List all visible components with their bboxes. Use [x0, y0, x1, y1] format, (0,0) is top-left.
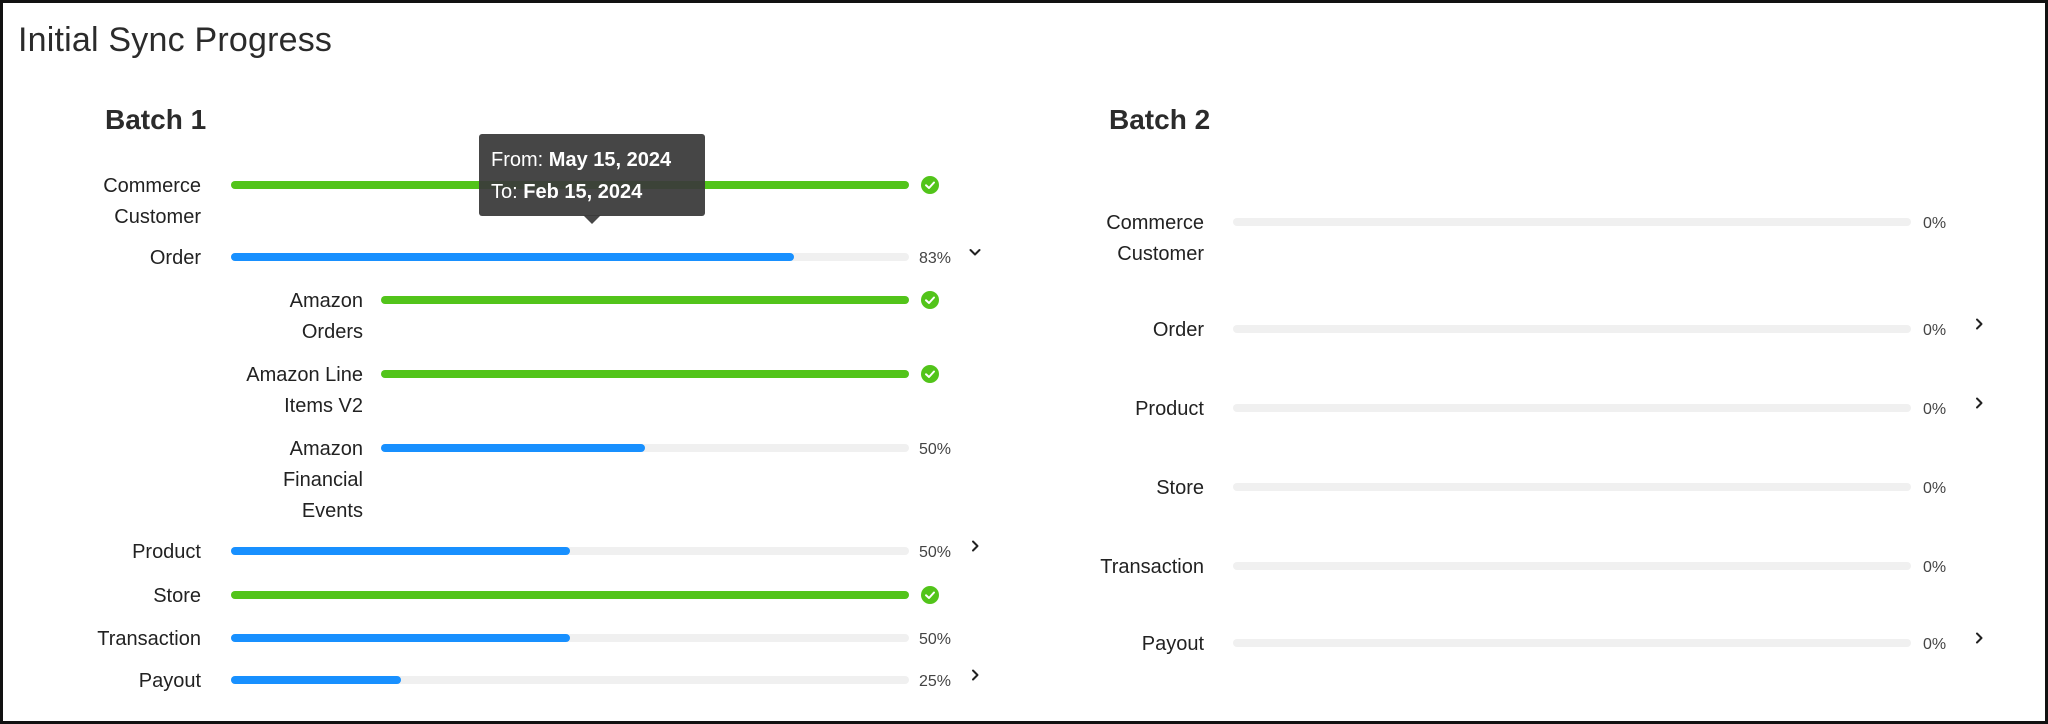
batch2-row-label-line: Payout — [1141, 633, 1204, 655]
tooltip-arrow — [583, 215, 601, 224]
batch1-row-label-line: Financial — [282, 469, 363, 491]
batch1-row-label: Amazon Financial Events — [163, 434, 363, 527]
batch2-progress-percent: 0% — [1923, 559, 1947, 576]
tooltip-to-line: To: Feb 15, 2024 — [491, 176, 693, 208]
batch1-progress-fill — [231, 253, 794, 261]
batch2-progress-percent: 0% — [1923, 636, 1947, 653]
complete-check-icon — [921, 365, 939, 383]
batch1-progress-percent: 50% — [919, 631, 952, 648]
batch2-progress-track — [1233, 639, 1911, 647]
batch1-progress-fill — [231, 634, 570, 642]
batch1-progress-percent: 25% — [919, 673, 952, 690]
batch1-progress-fill — [381, 370, 909, 378]
batch1-progress-fill — [381, 296, 909, 304]
complete-check-icon — [921, 176, 939, 194]
chevron-right-icon[interactable] — [1971, 316, 1987, 332]
batch2-progress-track — [1233, 404, 1911, 412]
batch1-progress-fill — [231, 591, 909, 599]
chevron-right-icon[interactable] — [967, 538, 983, 554]
batch1-progress-fill — [381, 444, 645, 452]
batch1-progress-track — [231, 253, 909, 261]
batch1-progress-track — [231, 591, 909, 599]
batch1-row-label-line: Items V2 — [284, 395, 363, 417]
complete-check-icon — [921, 586, 939, 604]
batch2-row-label-line: Product — [1135, 398, 1204, 420]
batch2-progress-track — [1233, 483, 1911, 491]
batch1-row-label-line: Orders — [301, 321, 363, 343]
batch2-progress-percent: 0% — [1923, 322, 1947, 339]
batch1-row-label: Transaction — [1, 624, 201, 655]
chevron-right-icon[interactable] — [967, 667, 983, 683]
batch1-row-label-line: Amazon — [289, 438, 363, 460]
batch2-row-label: Order — [1004, 315, 1204, 346]
batch2-progress-percent: 0% — [1923, 401, 1947, 418]
batch1-row-label: Amazon Orders — [163, 286, 363, 348]
batch1-progress-track — [381, 296, 909, 304]
batch2-progress-track — [1233, 325, 1911, 333]
batch1-row-label: Commerce Customer — [1, 171, 201, 233]
batch1-progress-track — [231, 547, 909, 555]
batch1-progress-fill — [231, 547, 570, 555]
batch1-progress-percent: 83% — [919, 250, 952, 267]
batch2-progress-percent: 0% — [1923, 215, 1947, 232]
batch1-progress-track — [231, 634, 909, 642]
batch1-row-label-line: Amazon Line — [246, 364, 363, 386]
tooltip-to-value: Feb 15, 2024 — [523, 181, 643, 203]
tooltip-from-label: From: — [491, 149, 544, 171]
batch1-progress-track — [381, 370, 909, 378]
batch2-row-label-line: Transaction — [1100, 556, 1204, 578]
batch2-progress-track — [1233, 218, 1911, 226]
batch1-row-label-line: Payout — [138, 670, 201, 692]
batch1-row-label: Store — [1, 581, 201, 612]
batch1-row-label: Amazon Line Items V2 — [163, 360, 363, 422]
batch1-progress-track — [381, 444, 909, 452]
batch2-row-label: Transaction — [1004, 552, 1204, 583]
batch1-row-label: Order — [1, 243, 201, 274]
batch2-row-label-line: Customer — [1117, 243, 1204, 265]
batch1-row-label-line: Product — [132, 541, 201, 563]
tooltip-from-line: From: May 15, 2024 — [491, 144, 693, 176]
batch2-row-label-line: Commerce — [1106, 212, 1204, 234]
batch1-progress-track — [231, 676, 909, 684]
batch2-row-label: Product — [1004, 394, 1204, 425]
chevron-right-icon[interactable] — [1971, 630, 1987, 646]
batch2-row-label-line: Order — [1152, 319, 1204, 341]
batch2-row-label: Commerce Customer — [1004, 208, 1204, 270]
batch1-progress-percent: 50% — [919, 441, 952, 458]
batch2-row-label: Payout — [1004, 629, 1204, 660]
batch-1-title: Batch 1 — [105, 104, 207, 135]
batch2-row-label-line: Store — [1156, 477, 1204, 499]
complete-check-icon — [921, 291, 939, 309]
batch2-progress-percent: 0% — [1923, 480, 1947, 497]
batch-2-title: Batch 2 — [1109, 104, 1211, 135]
page-title: Initial Sync Progress — [18, 21, 333, 59]
batch1-row-label: Payout — [1, 666, 201, 697]
batch1-row-label: Product — [1, 537, 201, 568]
batch1-row-label-line: Events — [301, 500, 363, 522]
batch1-progress-fill — [231, 676, 401, 684]
batch1-progress-percent: 50% — [919, 544, 952, 561]
batch2-row-label: Store — [1004, 473, 1204, 504]
batch1-row-label-line: Commerce — [103, 175, 201, 197]
tooltip-to-label: To: — [491, 181, 518, 203]
chevron-right-icon[interactable] — [1971, 395, 1987, 411]
date-range-tooltip: From: May 15, 2024 To: Feb 15, 2024 — [479, 134, 705, 216]
batch2-progress-track — [1233, 562, 1911, 570]
batch1-row-label-line: Transaction — [97, 628, 201, 650]
batch1-row-label-line: Store — [153, 585, 201, 607]
batch1-row-label-line: Amazon — [289, 290, 363, 312]
tooltip-from-value: May 15, 2024 — [548, 149, 672, 171]
chevron-down-icon[interactable] — [967, 244, 983, 260]
batch1-row-label-line: Order — [149, 247, 201, 269]
batch1-row-label-line: Customer — [114, 206, 201, 228]
